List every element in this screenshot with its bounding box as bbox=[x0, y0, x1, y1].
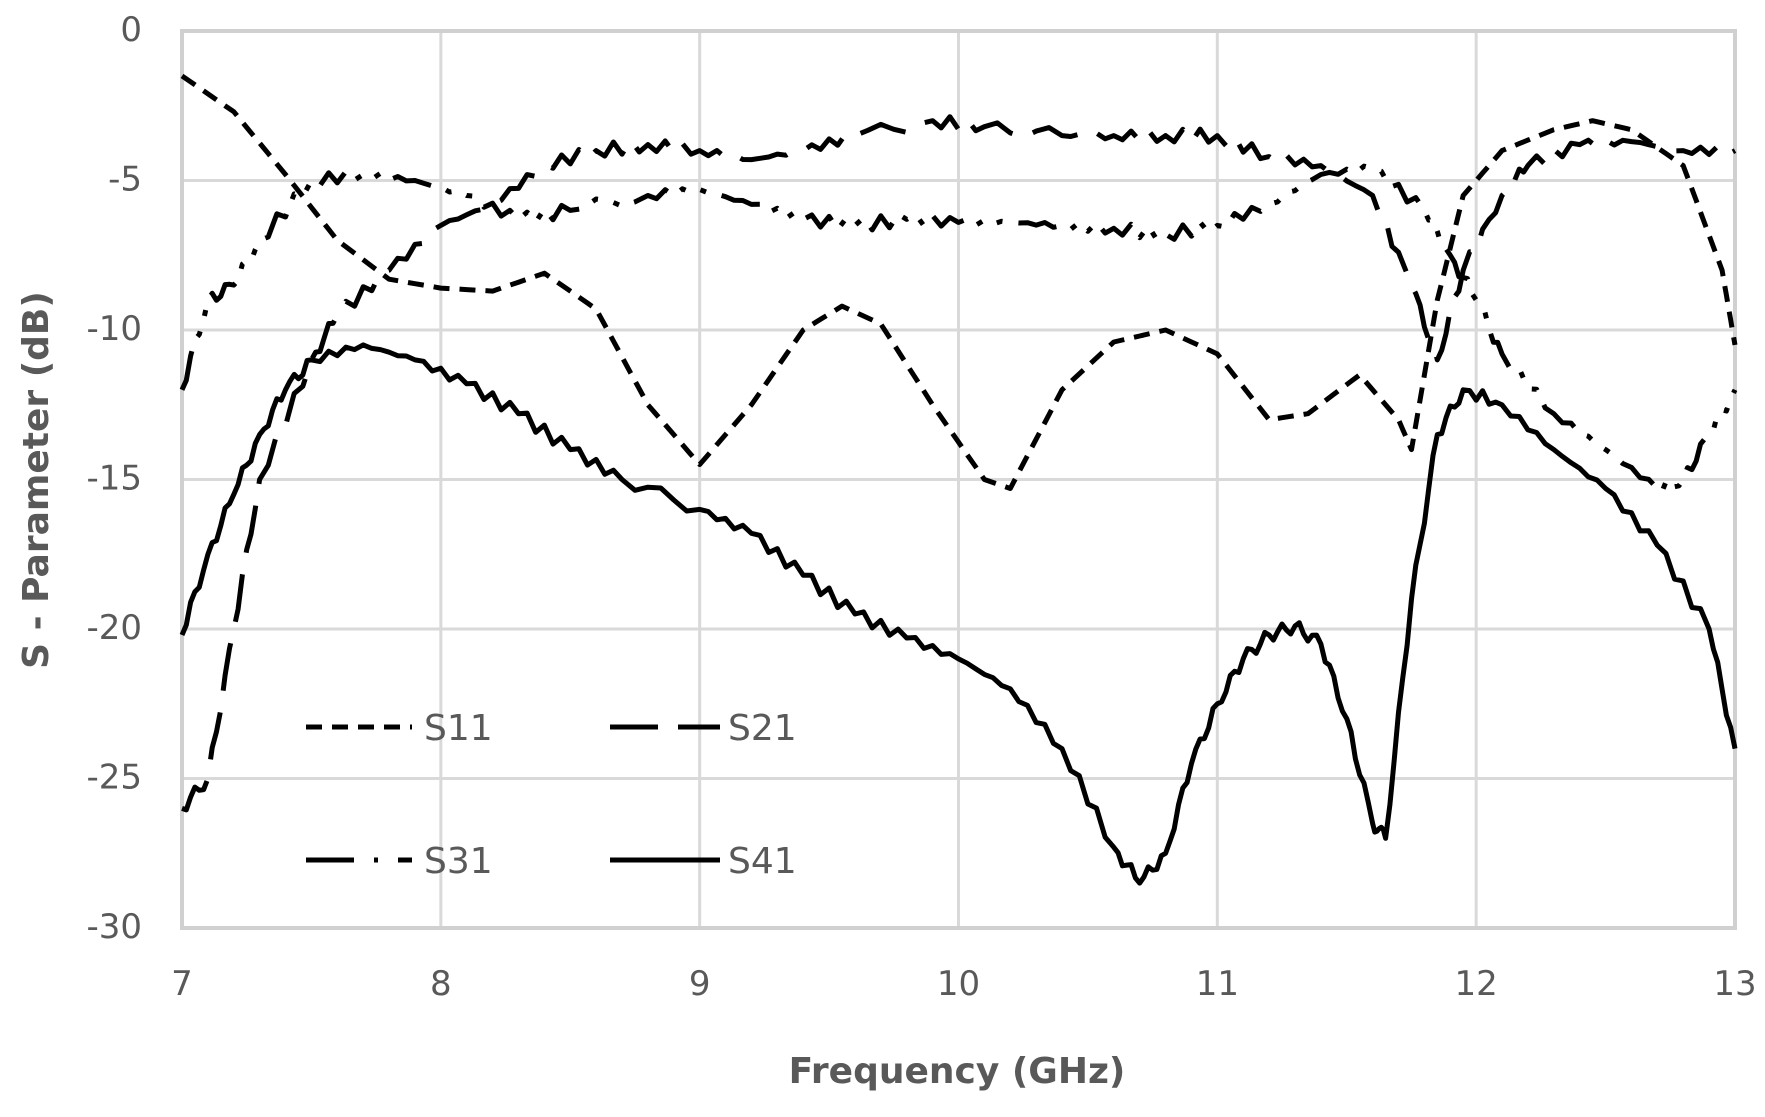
y-tick-label: -20 bbox=[86, 608, 142, 648]
legend-item-s11: S11 bbox=[306, 708, 493, 749]
legend-label: S31 bbox=[424, 841, 493, 882]
y-tick-label: -25 bbox=[86, 758, 142, 798]
series-s41-line bbox=[179, 342, 1738, 886]
x-tick-label: 8 bbox=[430, 964, 452, 1004]
legend: S11 S21 S31 S41 bbox=[306, 708, 797, 882]
x-tick-label: 9 bbox=[689, 964, 711, 1004]
legend-label: S11 bbox=[424, 708, 493, 749]
x-axis-title: Frequency (GHz) bbox=[789, 1051, 1126, 1092]
legend-label: S21 bbox=[728, 708, 797, 749]
plot-border bbox=[180, 29, 1737, 930]
y-tick-label: -10 bbox=[86, 309, 142, 349]
y-tick-label: -5 bbox=[108, 160, 142, 200]
y-axis-ticks: 0 -5 -10 -15 -20 -25 -30 bbox=[86, 10, 142, 947]
legend-item-s41: S41 bbox=[610, 841, 797, 882]
legend-item-s31: S31 bbox=[306, 841, 493, 882]
x-tick-label: 12 bbox=[1455, 964, 1498, 1004]
series-s31-line bbox=[179, 163, 1738, 495]
y-axis-title: S - Parameter (dB) bbox=[16, 291, 57, 669]
x-tick-label: 10 bbox=[937, 964, 980, 1004]
y-tick-label: 0 bbox=[120, 10, 142, 50]
y-tick-label: -15 bbox=[86, 459, 142, 499]
legend-label: S41 bbox=[728, 841, 797, 882]
y-tick-label: -30 bbox=[86, 907, 142, 947]
legend-item-s21: S21 bbox=[610, 708, 797, 749]
series-s21-line bbox=[181, 114, 1737, 813]
plot-frame bbox=[180, 29, 1737, 930]
x-axis-ticks: 7 8 9 10 11 12 13 bbox=[171, 964, 1756, 1004]
series-s11-line bbox=[180, 73, 1738, 491]
plot-grid bbox=[180, 29, 1737, 930]
x-tick-label: 13 bbox=[1713, 964, 1756, 1004]
series-layer bbox=[179, 73, 1738, 886]
x-tick-label: 7 bbox=[171, 964, 193, 1004]
x-tick-label: 11 bbox=[1196, 964, 1239, 1004]
